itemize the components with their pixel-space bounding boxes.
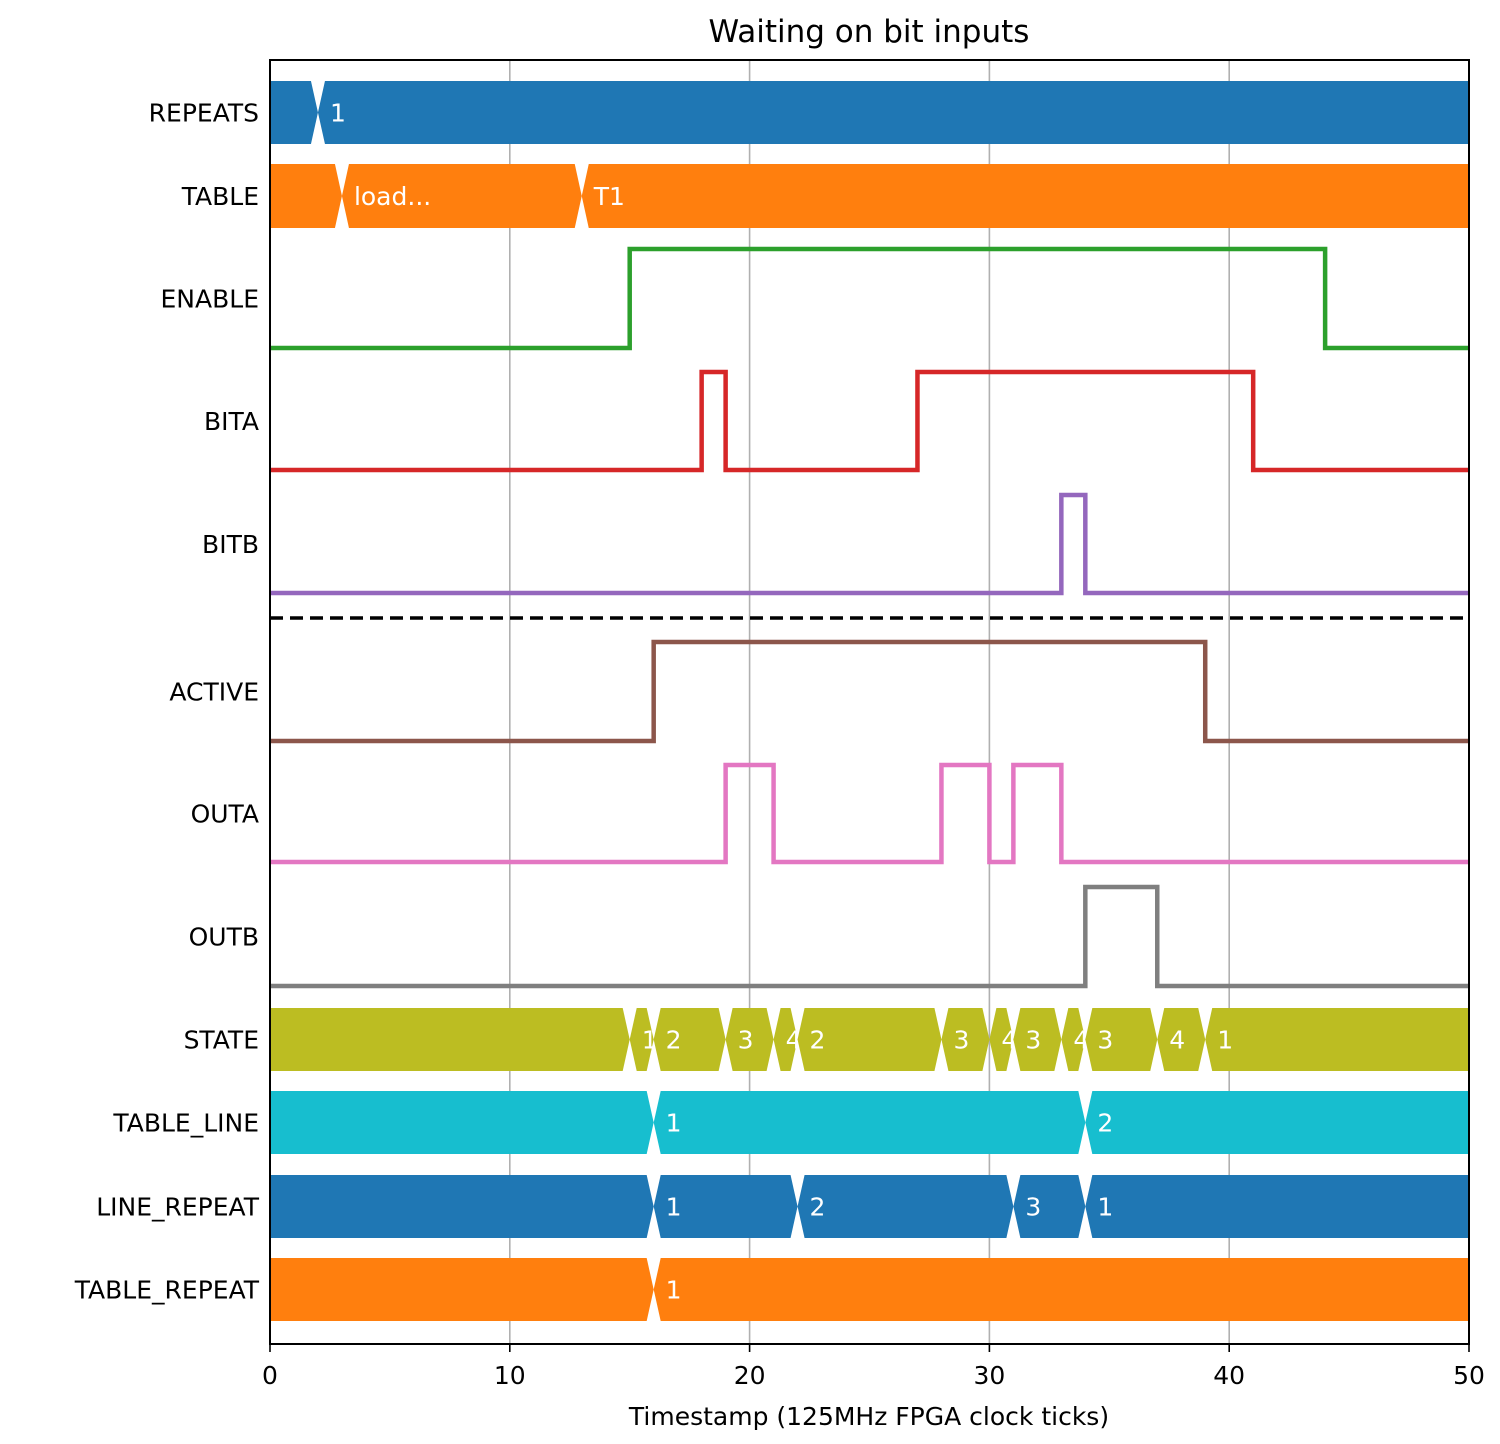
signal-labels: REPEATS TABLE ENABLE BITA BITB ACTIVE OUTA OUTB… [74, 99, 260, 1305]
x-tick-label-10: 10 [494, 1361, 526, 1390]
bus-segment-state-0 [270, 1008, 630, 1071]
signal-outb [270, 884, 1469, 989]
bus-segment-state-1 [629, 1008, 654, 1071]
waveform-outa [270, 762, 1469, 865]
row-label-repeats: REPEATS [149, 99, 259, 128]
bus-segment-state-12 [1205, 1008, 1469, 1071]
bus-value-line-repeat-2: 2 [810, 1193, 826, 1222]
bus-value-table-line-2: 2 [1097, 1109, 1113, 1138]
bus-segment-table-line-1 [653, 1091, 1086, 1154]
x-tick-label-50: 50 [1453, 1361, 1485, 1390]
bus-value-repeats-1: 1 [330, 99, 346, 128]
bus-value-state-1: 1 [642, 1026, 658, 1055]
bus-segment-table-line-0 [270, 1091, 654, 1154]
x-tick-label-30: 30 [973, 1361, 1005, 1390]
plot-frame [269, 59, 1470, 1345]
bus-value-state-5: 2 [810, 1026, 826, 1055]
bus-value-state-11: 4 [1169, 1026, 1185, 1055]
bus-value-line-repeat-1: 1 [666, 1193, 682, 1222]
bus-value-table-2: T1 [593, 182, 625, 211]
waveform-bita [270, 369, 1469, 473]
waveform-bitb [270, 492, 1469, 596]
signal-enable [270, 246, 1469, 351]
bus-value-state-9: 4 [1073, 1026, 1089, 1055]
bus-segment-line-repeat-4 [1085, 1175, 1469, 1238]
signal-bita [270, 369, 1469, 473]
chart-title: Waiting on bit inputs [709, 14, 1030, 50]
bus-segment-state-9 [1061, 1008, 1086, 1071]
bus-value-line-repeat-3: 3 [1025, 1193, 1041, 1222]
bus-segment-table-line-2 [1085, 1091, 1469, 1154]
bus-segment-state-8 [1013, 1008, 1062, 1071]
bus-segment-table-repeat-1 [653, 1258, 1469, 1321]
x-axis: 0 10 20 30 40 50 [262, 1344, 1485, 1390]
signal-active [270, 639, 1469, 744]
row-label-table-repeat: TABLE_REPEAT [74, 1276, 260, 1305]
row-label-active: ACTIVE [169, 678, 259, 707]
bus-value-table-line-1: 1 [666, 1109, 682, 1138]
row-label-state: STATE [184, 1026, 259, 1055]
bus-segment-line-repeat-3 [1013, 1175, 1086, 1238]
bus-segment-state-7 [989, 1008, 1014, 1071]
bus-value-state-6: 3 [953, 1026, 969, 1055]
row-label-outb: OUTB [189, 923, 259, 952]
signal-table: load... T1 [270, 164, 1469, 228]
x-tick-label-0: 0 [262, 1361, 278, 1390]
bus-segment-state-3 [725, 1008, 774, 1071]
bus-value-line-repeat-4: 1 [1097, 1193, 1113, 1222]
bus-segment-line-repeat-2 [797, 1175, 1014, 1238]
row-label-bita: BITA [204, 407, 259, 436]
bus-segment-state-6 [941, 1008, 990, 1071]
bus-value-table-repeat-1: 1 [666, 1276, 682, 1305]
waveform-outb [270, 884, 1469, 989]
bus-segment-state-4 [773, 1008, 798, 1071]
row-label-line-repeat: LINE_REPEAT [96, 1193, 259, 1222]
bus-segment-line-repeat-1 [653, 1175, 798, 1238]
signal-table-repeat: 1 [270, 1258, 1469, 1321]
waveform-active [270, 639, 1469, 744]
bus-segment-state-5 [797, 1008, 942, 1071]
bus-value-state-4: 4 [786, 1026, 802, 1055]
bus-value-state-2: 2 [666, 1026, 682, 1055]
bus-value-table-1: load... [354, 182, 431, 211]
waveform-enable [270, 246, 1469, 351]
row-label-table: TABLE [181, 182, 259, 211]
bus-segment-state-10 [1085, 1008, 1158, 1071]
bus-value-state-7: 4 [1001, 1026, 1017, 1055]
bus-segment-table-repeat-0 [270, 1258, 654, 1321]
bus-segment-line-repeat-0 [270, 1175, 654, 1238]
row-label-enable: ENABLE [161, 285, 259, 314]
row-label-table-line: TABLE_LINE [112, 1109, 259, 1138]
row-label-outa: OUTA [191, 800, 259, 829]
bus-value-state-3: 3 [738, 1026, 754, 1055]
bus-value-state-8: 3 [1025, 1026, 1041, 1055]
bus-segment-table-1 [341, 164, 582, 228]
x-axis-label: Timestamp (125MHz FPGA clock ticks) [628, 1402, 1109, 1431]
bus-segment-repeats-1 [317, 81, 1470, 144]
signal-outa [270, 762, 1469, 865]
bus-segment-state-2 [653, 1008, 726, 1071]
bus-value-state-10: 3 [1097, 1026, 1113, 1055]
row-label-bitb: BITB [202, 530, 259, 559]
bus-segment-table-2 [581, 164, 1469, 228]
signal-repeats: 1 [270, 81, 1470, 144]
signal-bitb [270, 492, 1469, 596]
bus-value-state-12: 1 [1217, 1026, 1233, 1055]
x-tick-label-20: 20 [734, 1361, 766, 1390]
signal-line-repeat: 1 2 3 1 [270, 1175, 1469, 1238]
bus-segment-state-11 [1157, 1008, 1206, 1071]
bus-segment-repeats-0 [270, 81, 318, 144]
x-tick-label-40: 40 [1213, 1361, 1245, 1390]
bus-segment-table-0 [270, 164, 342, 228]
